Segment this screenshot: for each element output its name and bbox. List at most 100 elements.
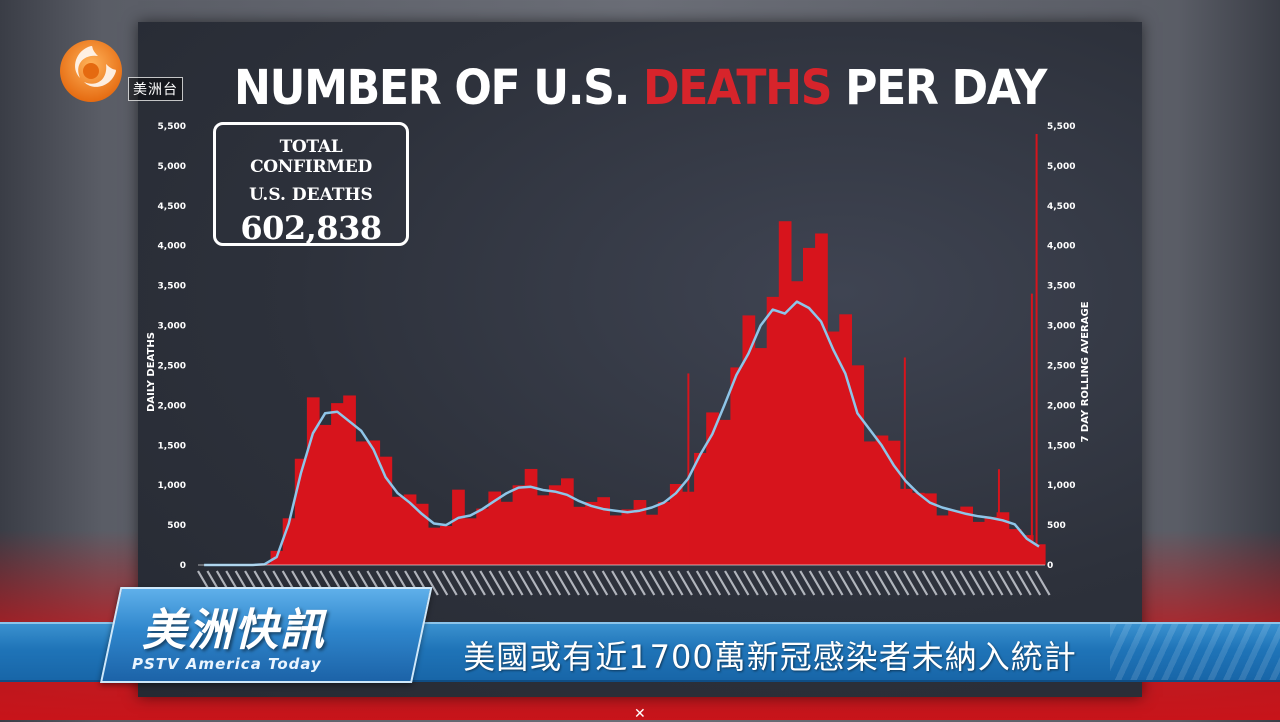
daily-deaths-bar: [875, 435, 889, 565]
x-tick-label: [648, 570, 665, 596]
x-tick-label: [837, 570, 853, 596]
daily-deaths-bar: [827, 331, 840, 565]
daily-deaths-spike: [687, 373, 690, 565]
x-tick-label: [526, 570, 543, 596]
daily-deaths-bar: [452, 489, 465, 565]
daily-deaths-bar: [815, 233, 828, 565]
daily-deaths-bar: [548, 485, 562, 565]
x-tick-label: [733, 570, 750, 596]
total-box-line2: U.S. DEATHS: [249, 185, 373, 205]
y-tick-label-left: 5,500: [158, 122, 186, 132]
daily-deaths-bar: [633, 500, 647, 565]
y-tick-label-right: 5,500: [1047, 122, 1075, 132]
daily-deaths-bar: [839, 314, 852, 565]
y-tick-label-right: 2,500: [1047, 361, 1075, 371]
y-tick-label-left: 1,000: [158, 481, 186, 491]
y-tick-label-left: 5,000: [158, 162, 186, 172]
x-tick-label: [724, 570, 740, 596]
y-tick-label-right: 1,000: [1047, 481, 1075, 491]
daily-deaths-bar: [306, 397, 320, 565]
x-tick-label: [535, 570, 552, 596]
daily-deaths-bar: [391, 496, 405, 565]
daily-deaths-bar: [766, 296, 780, 565]
x-tick-label: [592, 570, 609, 596]
daily-deaths-bar: [718, 419, 731, 565]
daily-deaths-bar: [440, 525, 453, 565]
daily-deaths-bar: [427, 527, 441, 565]
y-tick-label-right: 0: [1047, 561, 1053, 571]
x-tick-label: [761, 570, 778, 596]
x-tick-label: [855, 570, 872, 596]
x-tick-label: [799, 570, 816, 596]
x-tick-label: [545, 570, 562, 596]
x-tick-label: [658, 570, 675, 596]
x-tick-label: [451, 570, 468, 596]
daily-deaths-bar: [730, 367, 744, 565]
y-axis-label: DAILY DEATHS: [146, 332, 157, 412]
y-tick-label-right: 3,000: [1047, 322, 1075, 332]
daily-deaths-bar: [754, 348, 768, 565]
x-tick-label: [705, 570, 722, 596]
daily-deaths-bar: [863, 441, 877, 565]
x-tick-label: [441, 570, 458, 596]
channel-logo-label: 美洲台: [128, 77, 183, 101]
daily-deaths-bar: [694, 452, 707, 565]
y-tick-label-right: 2,000: [1047, 401, 1075, 411]
close-icon: ✕: [634, 706, 646, 722]
daily-deaths-bar: [464, 518, 477, 565]
y-tick-label-left: 500: [167, 521, 186, 531]
x-tick-label: [940, 570, 957, 596]
x-tick-label: [949, 570, 966, 596]
daily-deaths-bar: [924, 493, 937, 565]
daily-deaths-bar: [960, 506, 973, 565]
daily-deaths-bar: [573, 506, 586, 565]
x-tick-label: [846, 570, 863, 596]
chart-title-highlight: DEATHS: [642, 60, 833, 116]
daily-deaths-bar: [657, 501, 671, 565]
x-tick-label: [752, 570, 769, 596]
x-tick-label: [432, 570, 449, 596]
daily-deaths-bar: [899, 488, 913, 565]
program-brand-en: PSTV America Today: [132, 655, 322, 673]
total-deaths-box: TOTAL CONFIRMED U.S. DEATHS 602,838: [213, 122, 409, 247]
daily-deaths-bar: [512, 485, 526, 565]
daily-deaths-spike: [1035, 133, 1038, 565]
x-tick-label: [498, 570, 515, 596]
x-tick-label: [865, 570, 882, 596]
x-tick-label: [902, 570, 919, 596]
x-tick-label: [884, 570, 900, 596]
x-tick-label: [874, 570, 891, 596]
x-tick-label: [629, 570, 646, 596]
daily-deaths-bar: [790, 281, 804, 565]
y-tick-label-left: 1,500: [158, 441, 186, 451]
daily-deaths-spike: [1030, 293, 1033, 565]
y-tick-label-right: 3,500: [1047, 282, 1075, 292]
x-tick-label: [742, 570, 759, 596]
total-box-line1: TOTAL CONFIRMED: [250, 137, 372, 177]
total-box-value: 602,838: [240, 209, 382, 247]
chart-panel: NUMBER OF U.S. DEATHS PER DAY: [138, 22, 1142, 697]
y-tick-label-right: 4,500: [1047, 202, 1075, 212]
daily-deaths-bar: [972, 521, 986, 565]
y-tick-label-left: 2,500: [158, 361, 186, 371]
y2-axis-label: 7 DAY ROLLING AVERAGE: [1080, 301, 1091, 442]
daily-deaths-bar: [319, 424, 332, 565]
daily-deaths-bar: [742, 315, 756, 565]
daily-deaths-bar: [803, 247, 816, 566]
chart-title-suffix: PER DAY: [845, 60, 1047, 116]
y-tick-label-right: 500: [1047, 521, 1066, 531]
x-tick-label: [818, 570, 835, 596]
daily-deaths-bar: [355, 441, 368, 565]
x-tick-label: [479, 570, 496, 596]
x-tick-label: [714, 570, 731, 596]
x-tick-label: [996, 570, 1013, 596]
daily-deaths-bar: [524, 468, 538, 565]
y-tick-label-left: 0: [180, 561, 186, 571]
y-tick-label-right: 1,500: [1047, 441, 1075, 451]
x-tick-label: [1034, 570, 1051, 596]
daily-deaths-bar: [343, 395, 356, 565]
daily-deaths-bar: [331, 403, 344, 565]
daily-deaths-bar: [561, 478, 574, 565]
x-tick-label: [611, 570, 628, 596]
daily-deaths-spike: [903, 357, 906, 565]
